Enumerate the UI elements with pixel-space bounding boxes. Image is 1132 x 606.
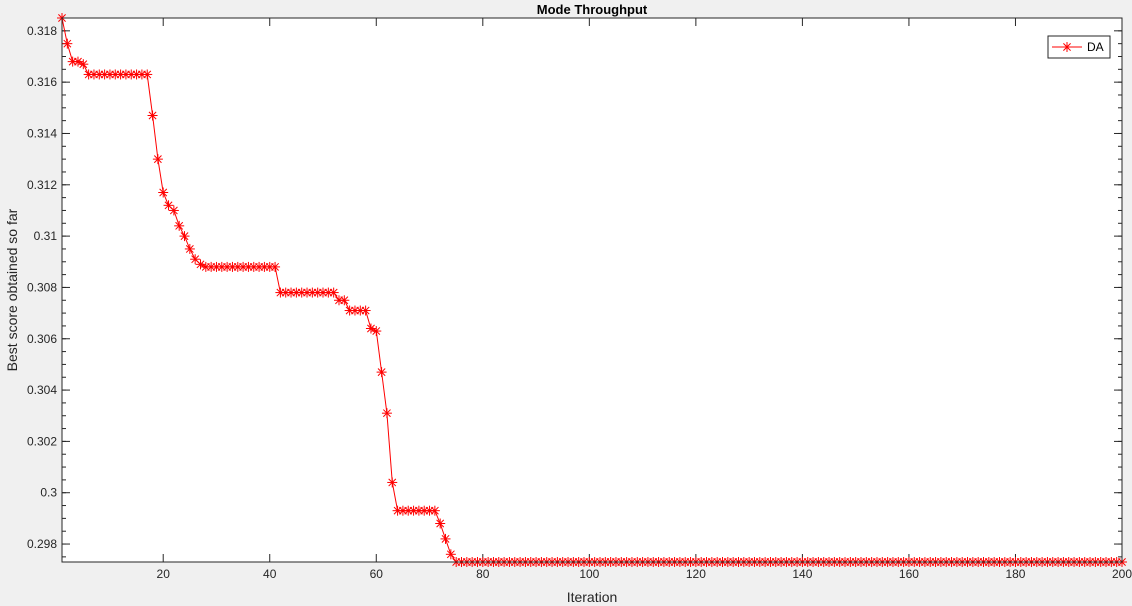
y-tick-label: 0.312 (27, 178, 57, 192)
data-point (445, 549, 456, 560)
x-tick-label: 140 (792, 567, 812, 581)
x-tick-label: 200 (1112, 567, 1132, 581)
y-tick-label: 0.316 (27, 75, 57, 89)
x-tick-label: 20 (157, 567, 171, 581)
data-point (328, 287, 339, 298)
y-tick-label: 0.3 (40, 486, 57, 500)
y-tick-label: 0.302 (27, 434, 57, 448)
axes-background (62, 18, 1122, 562)
x-tick-label: 60 (370, 567, 384, 581)
y-tick-label: 0.318 (27, 24, 57, 38)
x-tick-label: 180 (1005, 567, 1025, 581)
y-tick-label: 0.304 (27, 383, 57, 397)
legend-asterisk-marker (1062, 42, 1072, 52)
data-point (387, 477, 398, 488)
axis-ticks: 20 40 60 80 100 120 140 160 180 200 0.298 0.3 0.302 0… (27, 18, 1132, 581)
data-point (360, 305, 371, 316)
x-tick-label: 120 (686, 567, 706, 581)
data-point (158, 187, 169, 198)
data-point (365, 323, 376, 334)
data-point (152, 154, 163, 165)
y-tick-label: 0.31 (34, 229, 58, 243)
x-tick-label: 80 (476, 567, 490, 581)
legend-label: DA (1087, 40, 1104, 54)
y-tick-label: 0.308 (27, 280, 57, 294)
data-point (184, 243, 195, 254)
data-point (270, 261, 281, 272)
data-point (435, 518, 446, 529)
y-tick-label: 0.306 (27, 332, 57, 346)
y-tick-label: 0.314 (27, 126, 57, 140)
legend[interactable]: DA (1047, 35, 1111, 59)
y-tick-label: 0.298 (27, 537, 57, 551)
data-point (371, 326, 382, 337)
data-point (381, 408, 392, 419)
data-point (286, 287, 297, 298)
data-point (376, 367, 387, 378)
data-point (195, 259, 206, 270)
x-axis-label: Iteration (567, 589, 618, 605)
data-point (72, 56, 83, 67)
y-axis-label: Best score obtained so far (4, 208, 20, 371)
data-point (429, 505, 440, 516)
data-point (168, 205, 179, 216)
x-tick-label: 40 (263, 567, 277, 581)
chart-title: Mode Throughput (537, 2, 648, 17)
data-point (440, 533, 451, 544)
data-point (174, 220, 185, 231)
data-point (147, 110, 158, 121)
data-point (142, 69, 153, 80)
x-tick-label: 100 (579, 567, 599, 581)
data-point (339, 295, 350, 306)
data-point (179, 231, 190, 242)
x-tick-label: 160 (899, 567, 919, 581)
data-point (78, 59, 89, 70)
axes-box (61, 17, 1123, 563)
data-point (62, 38, 73, 49)
data-point (1062, 42, 1072, 52)
